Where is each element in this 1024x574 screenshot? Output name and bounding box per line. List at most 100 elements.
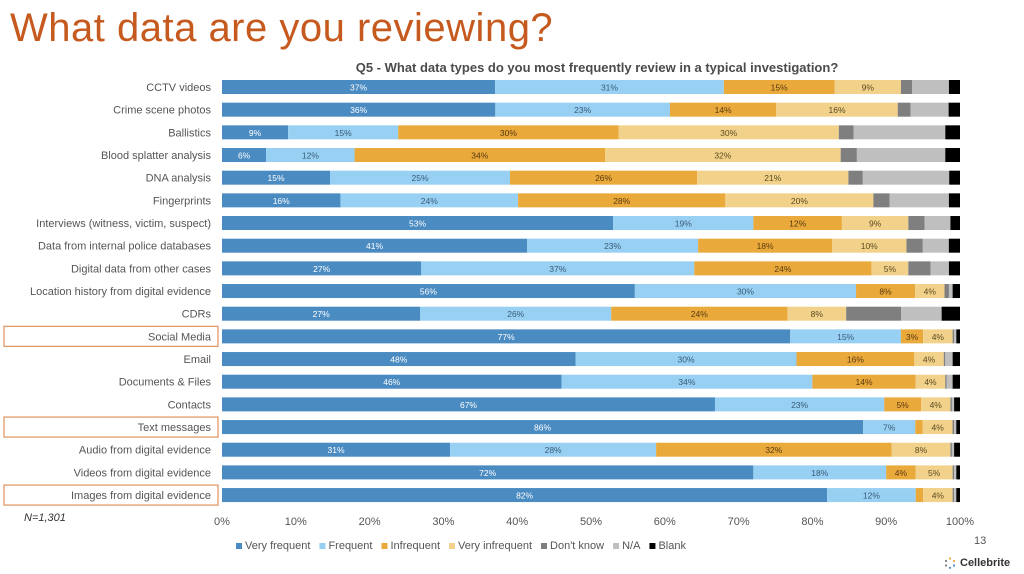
bar-segment xyxy=(950,397,952,412)
bar-segment xyxy=(753,216,842,231)
data-label: 10% xyxy=(861,241,878,251)
bar-segment xyxy=(340,193,519,208)
bar-segment xyxy=(510,170,698,185)
data-label: 7% xyxy=(883,423,896,433)
data-label: 24% xyxy=(691,309,708,319)
bar-segment xyxy=(222,465,754,480)
data-label: 32% xyxy=(765,445,782,455)
data-label: 23% xyxy=(791,400,808,410)
bar-segment xyxy=(714,397,885,412)
data-label: 5% xyxy=(896,400,909,410)
data-label: 5% xyxy=(928,468,941,478)
data-label: 15% xyxy=(267,173,284,183)
data-label: 15% xyxy=(837,332,854,342)
bar-segment xyxy=(951,397,955,412)
data-label: 37% xyxy=(350,83,367,93)
bar-segment xyxy=(656,442,892,457)
data-label: 4% xyxy=(924,287,937,297)
category-label: DNA analysis xyxy=(146,173,212,185)
data-label: 15% xyxy=(771,83,788,93)
page-number: 13 xyxy=(974,535,987,547)
bar-segment xyxy=(956,488,960,503)
data-label: 4% xyxy=(932,332,945,342)
bar-segment xyxy=(945,125,960,140)
legend-swatch xyxy=(541,543,548,549)
bar-segment xyxy=(956,329,960,344)
bar-segment xyxy=(956,465,960,480)
bar-segment xyxy=(222,420,864,435)
data-label: 15% xyxy=(335,128,352,138)
legend-label: Don't know xyxy=(550,540,604,552)
bar-segment xyxy=(954,488,957,503)
bar-segment xyxy=(840,148,857,163)
bar-segment xyxy=(222,284,635,299)
legend-swatch xyxy=(319,543,326,549)
category-highlight-box xyxy=(3,484,219,506)
cellebrite-logo-icon xyxy=(944,557,956,569)
data-label: 31% xyxy=(328,445,345,455)
bar-segment xyxy=(222,125,289,140)
bar-segment xyxy=(952,284,960,299)
data-label: 31% xyxy=(601,83,618,93)
bar-segment xyxy=(923,488,953,503)
bar-segment xyxy=(956,420,960,435)
bar-segment xyxy=(776,102,898,117)
bar-segment xyxy=(832,238,907,253)
data-label: 32% xyxy=(714,151,731,161)
bar-segment xyxy=(222,352,576,367)
data-label: 6% xyxy=(238,151,251,161)
bar-segment xyxy=(948,80,960,94)
data-label: 4% xyxy=(931,423,944,433)
legend-swatch xyxy=(613,543,620,549)
bar-segment xyxy=(330,170,510,185)
bar-segment xyxy=(725,193,874,208)
legend-swatch xyxy=(649,543,656,549)
x-tick-label: 60% xyxy=(654,516,676,528)
x-tick-label: 90% xyxy=(875,516,897,528)
bar-segment xyxy=(527,238,699,253)
bar-segment xyxy=(944,284,949,299)
bar-segment xyxy=(796,352,915,367)
bar-segment xyxy=(945,374,947,389)
bar-segment xyxy=(954,420,957,435)
bar-segment xyxy=(753,465,887,480)
category-label: Audio from digital evidence xyxy=(79,445,211,457)
data-label: 30% xyxy=(500,128,517,138)
data-label: 48% xyxy=(390,355,407,365)
legend-swatch xyxy=(449,543,456,549)
data-label: 23% xyxy=(604,241,621,251)
bar-segment xyxy=(950,442,952,457)
bar-segment xyxy=(889,193,949,208)
bar-segment xyxy=(222,216,614,231)
data-label: 4% xyxy=(924,377,937,387)
bar-segment xyxy=(790,329,901,344)
sample-size-label: N=1,301 xyxy=(24,512,66,524)
bar-segment xyxy=(354,148,605,163)
chart-subtitle: Q5 - What data types do you most frequen… xyxy=(355,60,839,75)
data-label: 25% xyxy=(411,173,428,183)
legend-label: N/A xyxy=(622,540,641,552)
bar-segment xyxy=(941,306,960,321)
data-label: 12% xyxy=(863,491,880,501)
bar-segment xyxy=(698,238,833,253)
data-label: 53% xyxy=(409,219,426,229)
bar-segment xyxy=(222,374,562,389)
category-label: CCTV videos xyxy=(146,82,211,94)
data-label: 4% xyxy=(923,355,936,365)
x-tick-label: 70% xyxy=(728,516,750,528)
bar-segment xyxy=(398,125,619,140)
bar-segment xyxy=(834,80,901,94)
bar-segment xyxy=(954,397,960,412)
data-label: 27% xyxy=(313,264,330,274)
data-label: 86% xyxy=(534,423,551,433)
bar-segment xyxy=(943,352,946,367)
data-label: 18% xyxy=(811,468,828,478)
bar-segment xyxy=(950,216,960,231)
data-label: 9% xyxy=(869,219,882,229)
bar-segment xyxy=(915,420,923,435)
data-label: 8% xyxy=(811,309,824,319)
data-label: 12% xyxy=(302,151,319,161)
data-label: 30% xyxy=(678,355,695,365)
bar-segment xyxy=(222,488,828,503)
